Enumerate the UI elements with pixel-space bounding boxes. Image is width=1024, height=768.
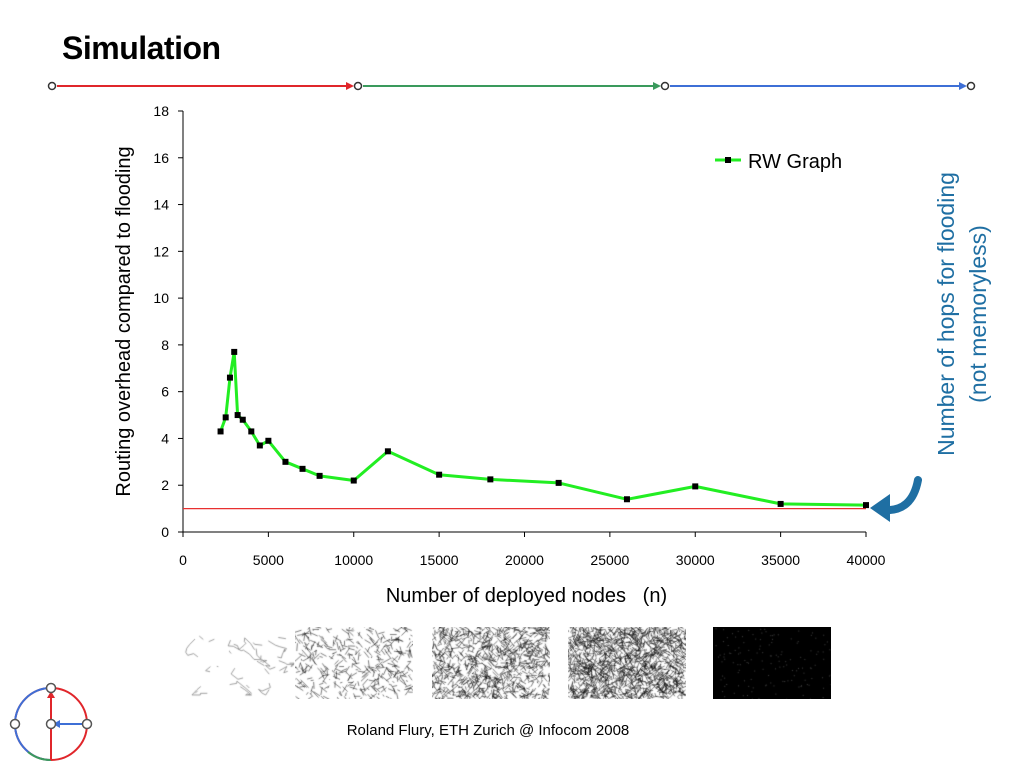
data-point — [282, 458, 289, 465]
footer-credit: Roland Flury, ETH Zurich @ Infocom 2008 — [346, 722, 630, 739]
y-axis-label: Routing overhead compared to flooding — [113, 146, 135, 496]
y-tick-label: 0 — [161, 524, 169, 540]
y-tick-label: 14 — [153, 197, 169, 213]
eth-logo-icon — [9, 682, 93, 762]
y-tick-label: 16 — [153, 150, 169, 166]
x-axis-label: Number of deployed nodes (n) — [386, 585, 667, 607]
x-tick-label: 5000 — [253, 552, 284, 568]
flooding-annotation-line-1: Number of hops for flooding — [933, 172, 959, 456]
network-thumbnail-sparse — [180, 627, 298, 699]
series-line — [219, 350, 867, 507]
data-point — [222, 414, 229, 421]
chart: 0 2 4 6 8 10 12 14 16 18 0 5000 10000 15000 20000 25000… — [113, 103, 922, 607]
data-point — [316, 472, 323, 479]
data-point — [231, 348, 238, 355]
progress-arrowhead-1 — [346, 82, 354, 90]
y-tick-label: 10 — [153, 290, 169, 306]
data-point — [226, 374, 233, 381]
data-point — [555, 479, 562, 486]
y-tick-label: 8 — [161, 337, 169, 353]
x-tick-label: 35000 — [761, 552, 800, 568]
data-point — [234, 412, 241, 419]
data-point — [248, 428, 255, 435]
legend-label: RW Graph — [748, 151, 842, 173]
network-thumbnail-denser — [568, 627, 686, 699]
y-tick-label: 12 — [153, 243, 169, 259]
x-tick-label: 40000 — [847, 552, 886, 568]
y-tick-label: 4 — [161, 430, 169, 446]
flooding-annotation: Number of hops for flooding (not memoryl… — [930, 114, 1010, 514]
data-point — [487, 476, 494, 483]
data-point — [256, 442, 263, 449]
annotation-arrowhead-icon — [870, 494, 890, 522]
data-point — [692, 483, 699, 490]
legend-swatch-marker — [725, 157, 731, 163]
slide-title: Simulation — [62, 30, 221, 66]
network-thumbnail-densest — [713, 627, 831, 699]
data-point — [436, 471, 443, 478]
progress-timeline — [47, 81, 976, 91]
y-tick-label: 18 — [153, 103, 169, 119]
data-point — [777, 500, 784, 507]
y-tick-label: 6 — [161, 384, 169, 400]
data-point — [384, 448, 391, 455]
data-point — [217, 428, 224, 435]
progress-node-2 — [353, 81, 363, 91]
progress-node-4 — [966, 81, 976, 91]
flooding-annotation-line-2: (not memoryless) — [965, 225, 991, 403]
x-tick-label: 20000 — [505, 552, 544, 568]
x-tick-label: 30000 — [676, 552, 715, 568]
progress-arrowhead-2 — [653, 82, 661, 90]
data-point — [863, 502, 869, 509]
data-point — [350, 477, 357, 484]
progress-arrowhead-3 — [959, 82, 967, 90]
data-point — [239, 416, 246, 423]
x-tick-label: 25000 — [590, 552, 629, 568]
x-tick-label: 0 — [179, 552, 187, 568]
progress-node-1 — [47, 81, 57, 91]
data-point — [299, 465, 306, 472]
network-thumbnail-medium — [295, 627, 413, 699]
data-point — [265, 437, 272, 444]
data-point — [623, 496, 630, 503]
y-tick-label: 2 — [161, 477, 169, 493]
progress-node-3 — [660, 81, 670, 91]
x-tick-label: 15000 — [420, 552, 459, 568]
x-tick-label: 10000 — [334, 552, 373, 568]
network-thumbnail-dense — [432, 627, 550, 699]
